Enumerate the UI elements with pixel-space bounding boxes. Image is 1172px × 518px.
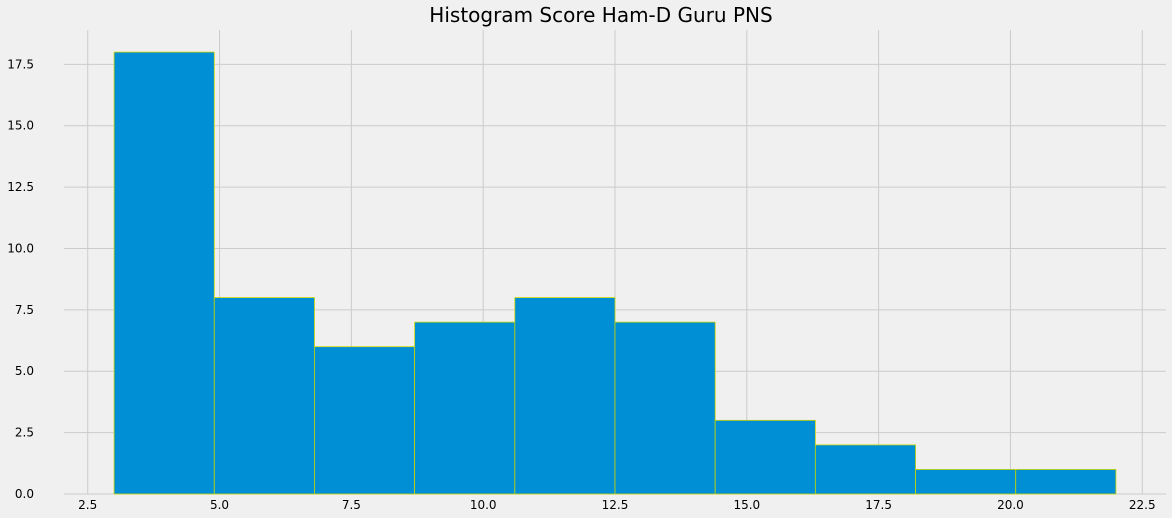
x-tick-label: 5.0 xyxy=(210,498,229,512)
y-tick-label: 12.5 xyxy=(7,180,34,194)
y-tick-label: 7.5 xyxy=(15,303,34,317)
x-axis-ticks: 2.5 5.0 7.5 10.0 12.5 15.0 17.5 20.0 22.5 xyxy=(78,498,1155,512)
histogram-bar xyxy=(915,469,1017,495)
x-tick-label: 10.0 xyxy=(470,498,497,512)
y-tick-label: 15.0 xyxy=(7,119,34,133)
histogram-bar xyxy=(514,297,616,495)
y-tick-label: 17.5 xyxy=(7,57,34,71)
histogram-bar xyxy=(314,346,416,495)
x-tick-label: 15.0 xyxy=(733,498,760,512)
bars-group xyxy=(113,51,1117,495)
histogram-bar xyxy=(1015,469,1117,495)
y-tick-label: 5.0 xyxy=(15,364,34,378)
histogram-bar xyxy=(814,444,916,495)
x-tick-label: 12.5 xyxy=(602,498,629,512)
histogram-bar xyxy=(414,321,516,495)
histogram-bar xyxy=(213,297,315,495)
y-tick-label: 10.0 xyxy=(7,241,34,255)
histogram-bar xyxy=(614,321,716,495)
x-tick-label: 22.5 xyxy=(1129,498,1156,512)
histogram-bar xyxy=(714,419,816,495)
x-tick-label: 17.5 xyxy=(865,498,892,512)
chart-title: Histogram Score Ham-D Guru PNS xyxy=(429,3,772,27)
histogram-bar xyxy=(113,51,215,495)
y-tick-label: 0.0 xyxy=(15,487,34,501)
x-tick-label: 20.0 xyxy=(997,498,1024,512)
y-axis-ticks: 0.0 2.5 5.0 7.5 10.0 12.5 15.0 17.5 xyxy=(7,57,34,501)
x-tick-label: 7.5 xyxy=(342,498,361,512)
x-tick-label: 2.5 xyxy=(78,498,97,512)
y-tick-label: 2.5 xyxy=(15,426,34,440)
